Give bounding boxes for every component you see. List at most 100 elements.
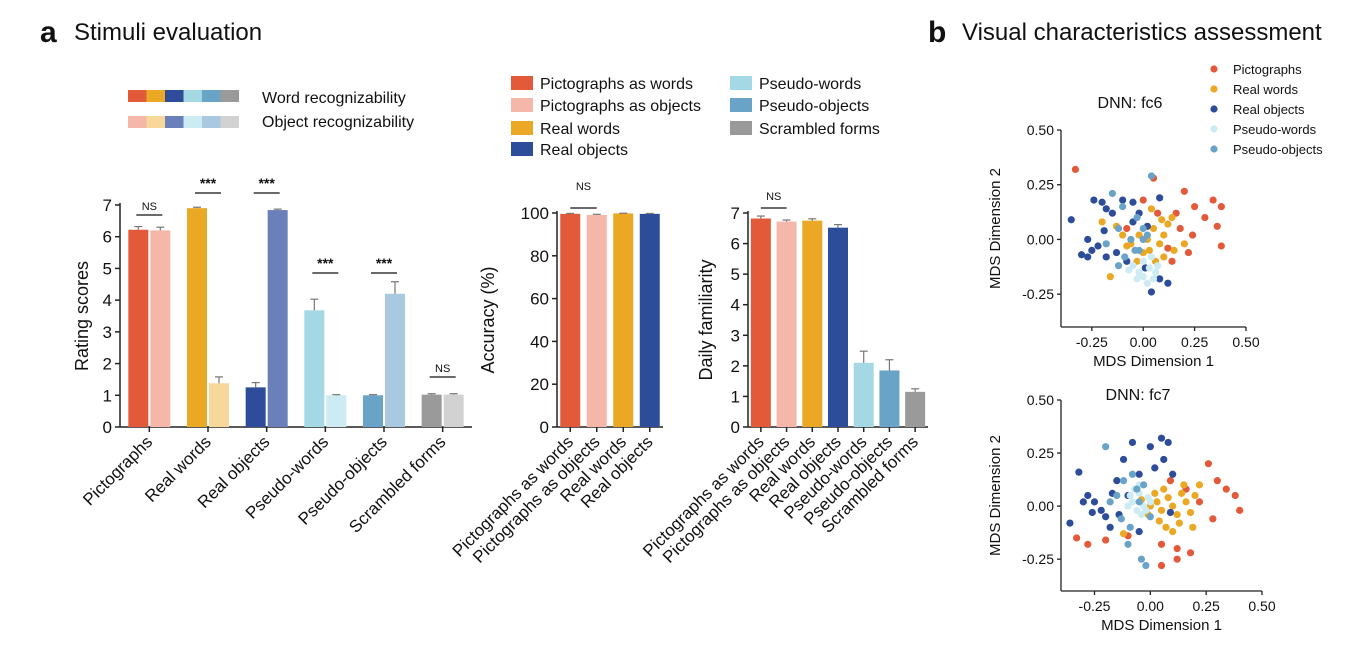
- point-pictographs: [1222, 485, 1230, 493]
- point-real-objects: [1094, 242, 1102, 250]
- point-pseudo-objects: [1133, 213, 1141, 222]
- point-pseudo-objects: [1146, 513, 1154, 521]
- chart-title: DNN: fc6: [1098, 95, 1163, 112]
- point-pseudo-objects: [1106, 498, 1114, 506]
- point-real-objects: [1164, 279, 1172, 287]
- point-pseudo-objects: [1147, 172, 1156, 180]
- point-pseudo-objects: [1114, 262, 1123, 270]
- point-real-words: [1170, 246, 1178, 254]
- word-strip-swatch: [128, 90, 147, 102]
- point-real-objects: [1169, 470, 1177, 478]
- point-pictographs: [1180, 187, 1188, 195]
- point-pseudo-words: [1145, 264, 1153, 272]
- point-real-objects: [1135, 527, 1143, 536]
- point-pictographs: [1217, 242, 1225, 250]
- point-pseudo-objects: [1139, 235, 1147, 244]
- point-real-words: [1182, 498, 1190, 506]
- word-strip-swatch: [202, 90, 221, 102]
- point-real-words: [1169, 527, 1177, 536]
- legend-marker-pseudo-objects: [1210, 145, 1218, 153]
- point-pictographs: [1176, 224, 1184, 233]
- point-pseudo-objects: [1121, 253, 1129, 261]
- point-real-objects: [1113, 477, 1121, 485]
- point-real-words: [1178, 489, 1186, 497]
- point-pseudo-objects: [1117, 515, 1125, 523]
- mds-fc7-scatter: -0.25 0.00 0.25 0.50 -0.25 0.00 0.25 0.50 MDS Di…: [987, 387, 1276, 634]
- point-real-objects: [1088, 246, 1096, 254]
- point-real-objects: [1129, 198, 1137, 206]
- legend-marker-real-objects: [1210, 105, 1218, 113]
- point-pictographs: [1209, 196, 1217, 204]
- y-tick-label: 4: [731, 296, 740, 315]
- point-real-objects: [1090, 196, 1098, 204]
- bar-pseudo-objects-object-recognizability: [385, 293, 405, 427]
- x-tick-label: -0.25: [1076, 334, 1108, 350]
- point-pictographs: [1157, 540, 1166, 548]
- point-pictographs: [1102, 536, 1110, 544]
- point-pseudo-objects: [1102, 240, 1110, 248]
- y-tick-label: 0.50: [1027, 392, 1054, 408]
- point-real-words: [1175, 519, 1183, 527]
- point-pictographs: [1204, 460, 1212, 468]
- point-real-words: [1169, 502, 1177, 510]
- object-strip-swatch: [165, 116, 184, 128]
- significance-label: ***: [258, 175, 275, 191]
- point-pseudo-words: [1149, 275, 1158, 283]
- point-pictographs: [1173, 555, 1181, 563]
- chart-title: DNN: fc7: [1106, 387, 1171, 404]
- point-pictographs: [1073, 534, 1081, 542]
- point-real-words: [1153, 498, 1161, 506]
- point-real-words: [1123, 242, 1131, 250]
- legend-label-pictographs-as-words: Pictographs as words: [540, 76, 693, 93]
- point-real-objects: [1119, 455, 1128, 464]
- point-pseudo-objects: [1108, 189, 1116, 198]
- point-pseudo-words: [1124, 502, 1132, 510]
- legend-label-pseudo-objects: Pseudo-objects: [759, 98, 869, 115]
- word-recognizability-label: Word recognizability: [262, 90, 406, 107]
- point-pictographs: [1157, 561, 1166, 570]
- point-real-words: [1180, 481, 1188, 489]
- condition-legend: Pictographs as words Pictographs as objec…: [511, 76, 880, 159]
- point-pseudo-objects: [1126, 523, 1134, 531]
- point-real-objects: [1135, 470, 1143, 478]
- point-real-words: [1156, 240, 1164, 248]
- y-axis-label: Daily familiarity: [696, 259, 716, 380]
- point-real-words: [1189, 523, 1197, 531]
- point-pseudo-words: [1139, 273, 1147, 281]
- bar-pseudo-objects-word-recognizability: [363, 395, 383, 427]
- x-tick-label: -0.25: [1079, 598, 1111, 614]
- y-tick-label: 0.25: [1027, 445, 1054, 461]
- significance-label: NS: [435, 363, 450, 375]
- bar-real-objects: [828, 227, 848, 427]
- point-pseudo-words: [1137, 510, 1145, 519]
- bar-pseudo-objects: [879, 370, 900, 427]
- point-real-objects: [1156, 275, 1164, 283]
- point-real-objects: [1102, 253, 1110, 261]
- significance-label: NS: [766, 191, 781, 203]
- point-real-objects: [1160, 455, 1168, 464]
- point-real-objects: [1079, 498, 1087, 506]
- point-pseudo-objects: [1114, 224, 1123, 233]
- legend-label-pseudo-words: Pseudo-words: [759, 76, 861, 93]
- point-real-words: [1157, 506, 1166, 514]
- y-tick-label: 3: [731, 326, 740, 345]
- point-pseudo-objects: [1137, 555, 1145, 563]
- point-real-objects: [1106, 523, 1114, 531]
- point-real-words: [1191, 491, 1199, 500]
- bar-pictographs-as-objects: [586, 214, 607, 427]
- point-pseudo-objects: [1127, 235, 1135, 244]
- y-tick-label: 60: [530, 290, 549, 309]
- y-tick-label: 3: [103, 323, 112, 342]
- point-real-objects: [1084, 491, 1092, 500]
- y-tick-label: 0.25: [1027, 177, 1054, 193]
- point-pseudo-objects: [1113, 491, 1121, 500]
- point-pseudo-words: [1146, 498, 1154, 506]
- x-tick-label: 0.50: [1248, 598, 1275, 614]
- point-pictographs: [1213, 222, 1221, 230]
- point-pseudo-objects: [1140, 481, 1148, 489]
- point-real-words: [1119, 530, 1128, 538]
- point-real-words: [1195, 481, 1204, 489]
- point-real-objects: [1119, 196, 1127, 204]
